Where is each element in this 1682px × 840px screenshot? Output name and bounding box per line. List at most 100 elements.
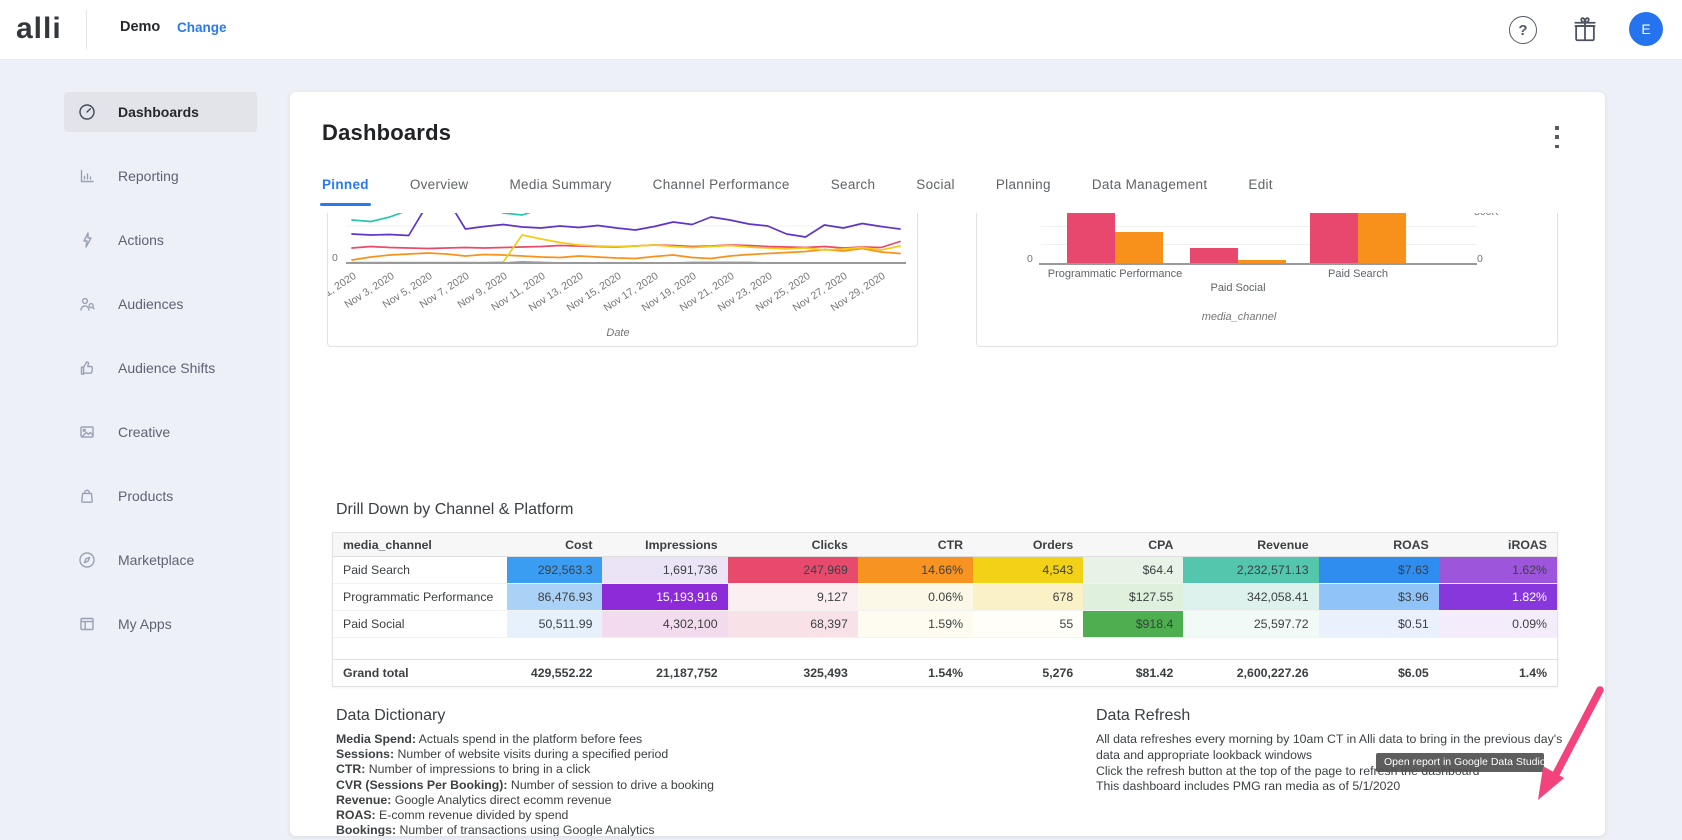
table-cell: 2,232,571.13 bbox=[1183, 556, 1319, 584]
refresh-line: All data refreshes every morning by 10am… bbox=[1096, 732, 1563, 762]
table-header-row: media_channel Cost Impressions Clicks CTR Ord… bbox=[333, 533, 1557, 557]
tab-edit[interactable]: Edit bbox=[1248, 177, 1273, 192]
column-header: CPA bbox=[1083, 533, 1184, 557]
avatar[interactable]: E bbox=[1629, 12, 1663, 46]
category-label: Paid Social bbox=[1210, 282, 1266, 294]
tab-media-summary[interactable]: Media Summary bbox=[509, 177, 612, 192]
refresh-line: This dashboard includes PMG ran media as… bbox=[1096, 779, 1401, 794]
sidebar-item-creative[interactable]: Creative bbox=[64, 412, 257, 452]
tab-channel-performance[interactable]: Channel Performance bbox=[652, 177, 790, 192]
help-icon[interactable]: ? bbox=[1509, 16, 1537, 44]
dictionary-entry: ROAS: E-comm revenue divided by spend bbox=[336, 808, 569, 823]
sidebar-item-label: Marketplace bbox=[118, 552, 195, 568]
sidebar-item-dashboards[interactable]: Dashboards bbox=[64, 92, 257, 132]
tab-social[interactable]: Social bbox=[916, 177, 955, 192]
y-axis-right-top-label: 500K bbox=[1474, 213, 1499, 218]
table-cell: 15,193,916 bbox=[602, 583, 728, 611]
sidebar-item-audiences[interactable]: Audiences bbox=[64, 284, 257, 324]
table-cell: 25,597.72 bbox=[1183, 610, 1319, 638]
grand-total-cell: $6.05 bbox=[1318, 659, 1439, 686]
bar-chart-icon bbox=[78, 167, 96, 185]
bar-paid-social-series-orange bbox=[1238, 259, 1286, 263]
column-header: CTR bbox=[857, 533, 974, 557]
table-title: Drill Down by Channel & Platform bbox=[336, 501, 574, 518]
category-label: Programmatic Performance bbox=[1047, 268, 1183, 280]
more-options-icon[interactable] bbox=[1548, 124, 1566, 150]
sidebar-item-reporting[interactable]: Reporting bbox=[64, 156, 257, 196]
grand-total-cell: 21,187,752 bbox=[602, 659, 728, 686]
dashboard-card: Dashboards Pinned Overview Media Summary Ch… bbox=[290, 92, 1605, 836]
column-header: iROAS bbox=[1438, 533, 1557, 557]
column-header: Revenue bbox=[1183, 533, 1319, 557]
bar-chart-card: 0 500K 0 Programmatic Performance Paid Socia… bbox=[976, 213, 1558, 347]
table-cell: 1.82% bbox=[1438, 583, 1557, 611]
gift-icon[interactable] bbox=[1572, 15, 1598, 43]
tab-planning[interactable]: Planning bbox=[995, 177, 1051, 192]
dictionary-entry: Bookings: Number of transactions using G… bbox=[336, 823, 655, 836]
x-tick-label: Nov 29, 2020 bbox=[828, 270, 888, 315]
table-cell: Paid Social bbox=[333, 610, 508, 638]
table-cell: $0.51 bbox=[1318, 610, 1439, 638]
page-title: Dashboards bbox=[322, 120, 452, 145]
sidebar-item-marketplace[interactable]: Marketplace bbox=[64, 540, 257, 580]
tab-pinned[interactable]: Pinned bbox=[320, 177, 371, 206]
tab-search[interactable]: Search bbox=[830, 177, 876, 192]
sidebar-item-label: Audience Shifts bbox=[118, 360, 216, 376]
y-axis-zero-label: 0 bbox=[332, 252, 338, 264]
grand-total-cell: Grand total bbox=[333, 659, 508, 686]
audience-search-icon bbox=[78, 295, 96, 313]
change-workspace-link[interactable]: Change bbox=[177, 20, 227, 35]
bar-paid-search-series-pink bbox=[1310, 213, 1358, 263]
table-row: Programmatic Performance 86,476.93 15,193,… bbox=[333, 583, 1557, 611]
grand-total-cell: 1.4% bbox=[1438, 659, 1557, 686]
table-cell: Programmatic Performance bbox=[333, 583, 508, 611]
grand-total-row: Grand total 429,552.22 21,187,752 325,493 1.… bbox=[333, 659, 1557, 686]
sidebar-item-audience-shifts[interactable]: Audience Shifts bbox=[64, 348, 257, 388]
category-label: Paid Search bbox=[1328, 268, 1388, 280]
data-refresh-title: Data Refresh bbox=[1096, 707, 1191, 724]
sidebar-item-label: Products bbox=[118, 488, 174, 504]
apps-window-icon bbox=[78, 615, 96, 633]
tab-data-management[interactable]: Data Management bbox=[1091, 177, 1208, 192]
sidebar-item-products[interactable]: Products bbox=[64, 476, 257, 516]
table-cell: Paid Search bbox=[333, 556, 508, 584]
table-cell: 4,302,100 bbox=[602, 610, 728, 638]
alli-logo: alli bbox=[16, 12, 62, 45]
grand-total-cell: 5,276 bbox=[973, 659, 1084, 686]
thumbs-up-icon bbox=[78, 359, 96, 377]
table-cell: 247,969 bbox=[727, 556, 858, 584]
grand-total-cell: $81.42 bbox=[1083, 659, 1184, 686]
grand-total-cell: 429,552.22 bbox=[507, 659, 603, 686]
sidebar-item-label: My Apps bbox=[118, 616, 172, 632]
table-cell: 9,127 bbox=[727, 583, 858, 611]
y-axis-right-zero-label: 0 bbox=[1477, 253, 1483, 265]
dictionary-entry: Revenue: Google Analytics direct ecomm r… bbox=[336, 792, 612, 807]
column-header: Cost bbox=[507, 533, 603, 557]
table-cell: 68,397 bbox=[727, 610, 858, 638]
table-cell: 1,691,736 bbox=[602, 556, 728, 584]
shopping-bag-icon bbox=[78, 487, 96, 505]
table-cell: 292,563.3 bbox=[507, 556, 603, 584]
table-cell: 342,058.41 bbox=[1183, 583, 1319, 611]
sidebar-item-my-apps[interactable]: My Apps bbox=[64, 604, 257, 644]
dictionary-entry: CTR: Number of impressions to bring in a… bbox=[336, 762, 591, 777]
open-report-tooltip: Open report in Google Data Studio bbox=[1376, 753, 1544, 772]
bar-programmatic-performance-series-orange bbox=[1115, 231, 1163, 263]
table-spacer-row bbox=[333, 637, 1557, 660]
bar-paid-search-series-orange bbox=[1358, 213, 1406, 263]
sidebar-item-actions[interactable]: Actions bbox=[64, 220, 257, 260]
grand-total-cell: 1.54% bbox=[857, 659, 974, 686]
table-cell: $918.4 bbox=[1083, 610, 1184, 638]
grand-total-cell: 2,600,227.26 bbox=[1183, 659, 1319, 686]
table-row: Paid Social 50,511.99 4,302,100 68,397 1.59%… bbox=[333, 610, 1557, 638]
dictionary-entry: CVR (Sessions Per Booking): Number of se… bbox=[336, 777, 714, 792]
tab-overview[interactable]: Overview bbox=[409, 177, 469, 192]
sidebar-item-label: Audiences bbox=[118, 296, 184, 312]
compass-icon bbox=[78, 551, 96, 569]
dictionary-entry: Sessions: Number of website visits durin… bbox=[336, 747, 669, 762]
y-axis-zero-label: 0 bbox=[1027, 253, 1033, 265]
table-cell: 55 bbox=[973, 610, 1084, 638]
